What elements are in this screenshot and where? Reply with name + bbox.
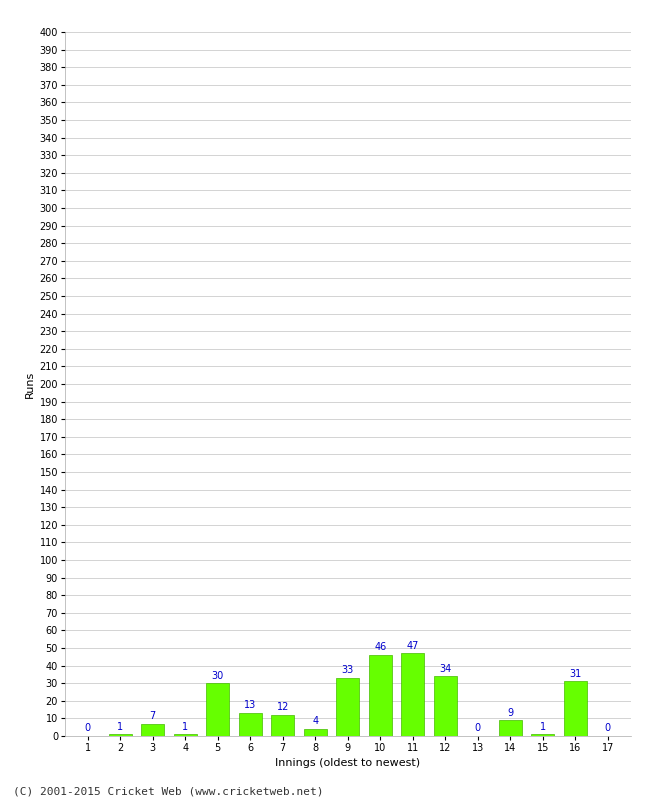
Bar xyxy=(337,678,359,736)
Y-axis label: Runs: Runs xyxy=(25,370,35,398)
Text: 34: 34 xyxy=(439,663,451,674)
Text: 1: 1 xyxy=(540,722,546,731)
Bar xyxy=(434,676,456,736)
Bar xyxy=(207,683,229,736)
Bar xyxy=(304,729,326,736)
Text: 13: 13 xyxy=(244,701,256,710)
Bar xyxy=(109,734,131,736)
Text: 7: 7 xyxy=(150,711,156,721)
Text: 1: 1 xyxy=(117,722,124,731)
Text: 31: 31 xyxy=(569,669,581,678)
Bar xyxy=(272,715,294,736)
Text: 1: 1 xyxy=(182,722,188,731)
Text: 9: 9 xyxy=(507,707,514,718)
Text: 12: 12 xyxy=(276,702,289,712)
Text: 33: 33 xyxy=(342,666,354,675)
Bar xyxy=(174,734,196,736)
Bar xyxy=(499,720,521,736)
Text: 46: 46 xyxy=(374,642,386,653)
Text: 0: 0 xyxy=(84,723,91,734)
Text: (C) 2001-2015 Cricket Web (www.cricketweb.net): (C) 2001-2015 Cricket Web (www.cricketwe… xyxy=(13,786,324,796)
Bar xyxy=(402,654,424,736)
Bar xyxy=(239,713,261,736)
Text: 47: 47 xyxy=(406,641,419,650)
Bar xyxy=(369,655,391,736)
Text: 30: 30 xyxy=(212,670,224,681)
X-axis label: Innings (oldest to newest): Innings (oldest to newest) xyxy=(275,758,421,769)
Text: 0: 0 xyxy=(604,723,611,734)
Bar xyxy=(142,724,164,736)
Bar xyxy=(532,734,554,736)
Text: 0: 0 xyxy=(474,723,481,734)
Text: 4: 4 xyxy=(312,716,318,726)
Bar xyxy=(564,682,586,736)
